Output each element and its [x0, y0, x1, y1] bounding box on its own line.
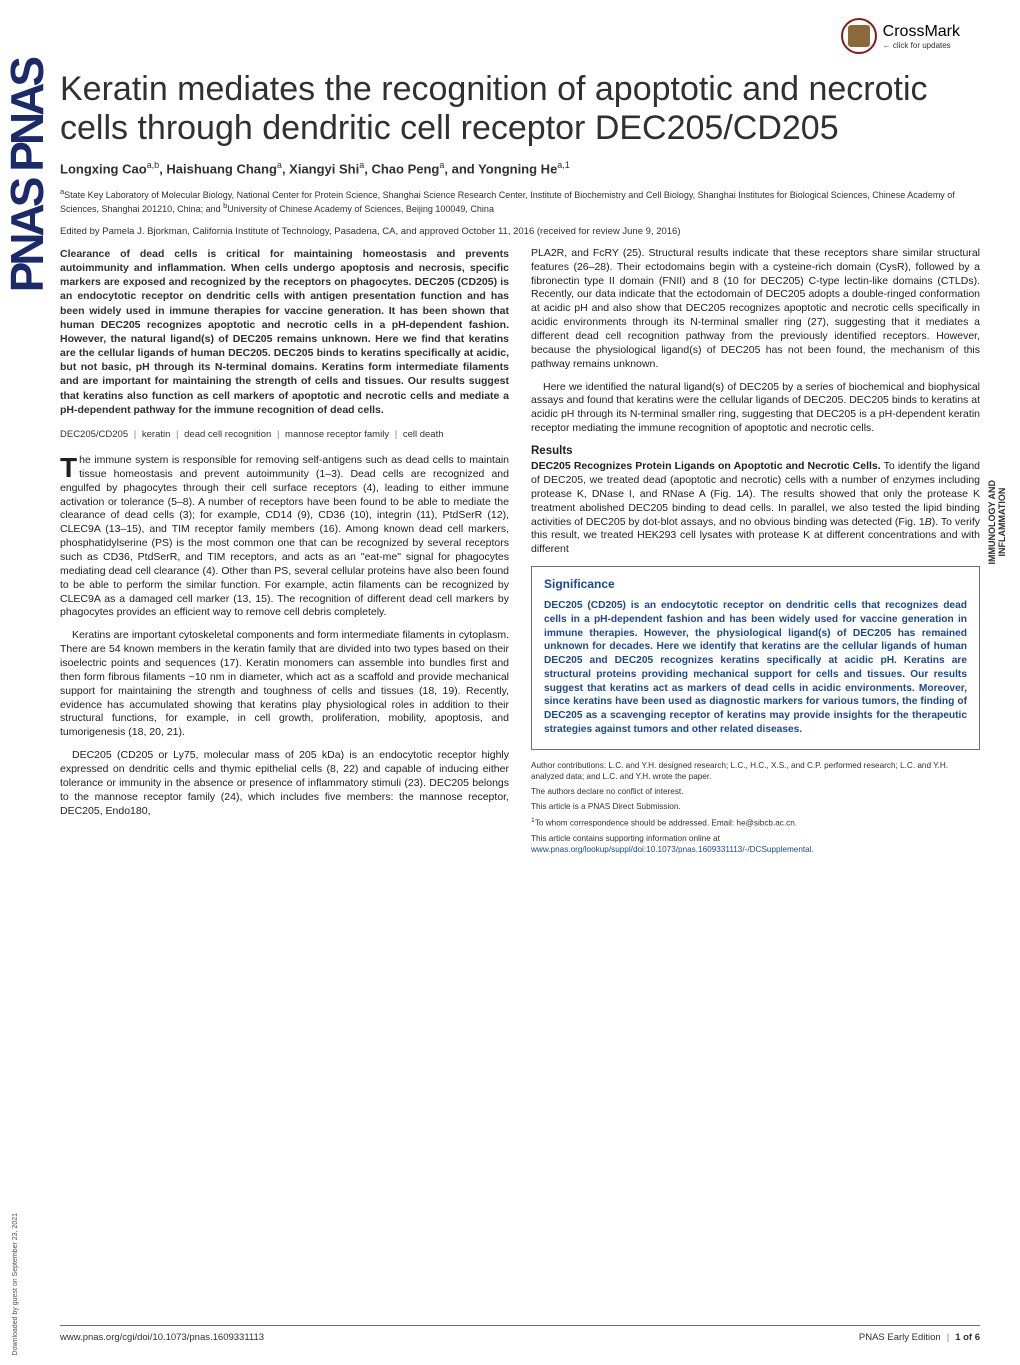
author-list: Longxing Caoa,b, Haishuang Changa, Xiang…	[60, 160, 980, 176]
body-paragraph: PLA2R, and FcRY (25). Structural results…	[531, 247, 980, 372]
download-note: Downloaded by guest on September 23, 202…	[12, 1213, 19, 1355]
conflict-statement: The authors declare no conflict of inter…	[531, 786, 980, 797]
keyword: keratin	[142, 429, 171, 440]
body-paragraph: Keratins are important cytoskeletal comp…	[60, 629, 509, 740]
two-column-body: Clearance of dead cells is critical for …	[60, 247, 980, 859]
section-label: IMMUNOLOGY ANDINFLAMMATION	[988, 480, 1008, 565]
keywords: DEC205/CD205 | keratin | dead cell recog…	[60, 429, 509, 440]
keyword: mannose receptor family	[285, 429, 389, 440]
correspondence: 1To whom correspondence should be addres…	[531, 816, 980, 829]
keyword: cell death	[403, 429, 444, 440]
significance-text: DEC205 (CD205) is an endocytotic recepto…	[544, 599, 967, 737]
crossmark-icon	[841, 18, 877, 54]
body-paragraph: DEC205 (CD205 or Ly75, molecular mass of…	[60, 749, 509, 818]
footnotes: Author contributions: L.C. and Y.H. desi…	[531, 760, 980, 855]
crossmark-badge[interactable]: CrossMark ← click for updates	[841, 18, 960, 54]
crossmark-text: CrossMark ← click for updates	[883, 23, 960, 50]
editor-note: Edited by Pamela J. Bjorkman, California…	[60, 226, 980, 237]
article-title: Keratin mediates the recognition of apop…	[60, 70, 980, 148]
significance-title: Significance	[544, 577, 967, 591]
doi-link[interactable]: www.pnas.org/cgi/doi/10.1073/pnas.160933…	[60, 1332, 264, 1343]
right-column: PLA2R, and FcRY (25). Structural results…	[531, 247, 980, 859]
body-paragraph: Here we identified the natural ligand(s)…	[531, 381, 980, 436]
footer-doi: www.pnas.org/cgi/doi/10.1073/pnas.160933…	[60, 1332, 264, 1343]
results-heading: Results	[531, 445, 980, 457]
page-content: Keratin mediates the recognition of apop…	[60, 70, 980, 1345]
keyword: dead cell recognition	[184, 429, 271, 440]
results-para: DEC205 Recognizes Protein Ligands on Apo…	[531, 460, 980, 557]
body-paragraph: The immune system is responsible for rem…	[60, 454, 509, 620]
submission-type: This article is a PNAS Direct Submission…	[531, 801, 980, 812]
supplemental-info: This article contains supporting informa…	[531, 833, 980, 855]
left-column: Clearance of dead cells is critical for …	[60, 247, 509, 859]
author-contributions: Author contributions: L.C. and Y.H. desi…	[531, 760, 980, 782]
footer-page-info: PNAS Early Edition|1 of 6	[859, 1332, 980, 1343]
keyword: DEC205/CD205	[60, 429, 128, 440]
supplemental-link[interactable]: www.pnas.org/lookup/suppl/doi:10.1073/pn…	[531, 845, 812, 854]
significance-box: Significance DEC205 (CD205) is an endocy…	[531, 566, 980, 750]
pnas-side-logo: PNAS PNAS	[0, 60, 42, 960]
abstract: Clearance of dead cells is critical for …	[60, 247, 509, 417]
affiliations: aState Key Laboratory of Molecular Biolo…	[60, 187, 980, 216]
page-footer: www.pnas.org/cgi/doi/10.1073/pnas.160933…	[60, 1325, 980, 1343]
